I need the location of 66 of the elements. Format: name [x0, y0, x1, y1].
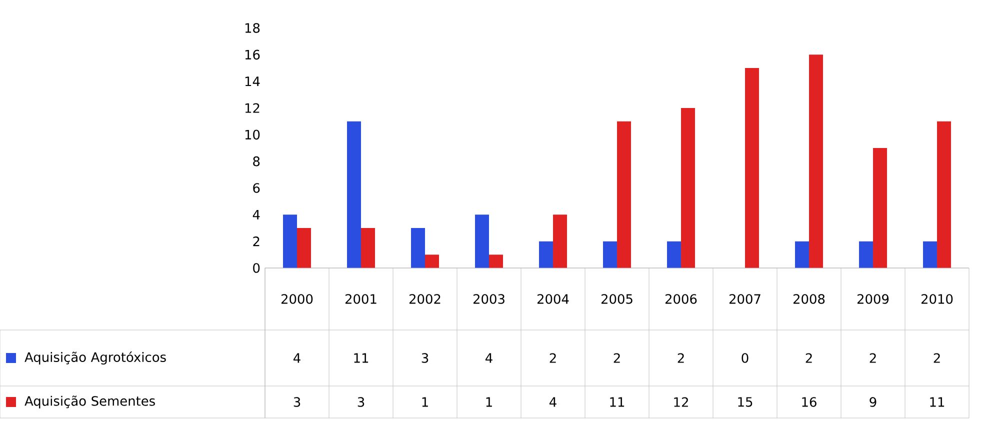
data-label: 16 [802, 397, 816, 407]
data-label: 12 [674, 397, 688, 407]
bar [859, 241, 874, 268]
bar [603, 241, 618, 268]
x-tick-label: 2006 [665, 294, 697, 304]
bar [617, 121, 632, 268]
bar [475, 214, 490, 268]
bar [667, 241, 682, 268]
bar [539, 241, 554, 268]
bar [923, 241, 938, 268]
x-tick-label: 2001 [345, 294, 376, 304]
y-tick-label: 14 [245, 76, 260, 86]
data-label: 2 [678, 353, 684, 363]
data-label: 15 [738, 397, 752, 407]
bar [297, 228, 312, 268]
data-label: 3 [294, 397, 300, 407]
data-label: 11 [610, 397, 624, 407]
bar [681, 108, 696, 268]
x-tick-label: 2009 [857, 294, 889, 304]
data-label: 4 [294, 353, 300, 363]
bar [489, 254, 504, 268]
y-tick-label: 2 [253, 236, 260, 246]
y-tick-label: 4 [252, 210, 260, 220]
x-tick-label: 2002 [409, 294, 440, 304]
data-label: 1 [422, 397, 428, 407]
data-label: 3 [422, 353, 428, 363]
x-tick-label: 2000 [281, 294, 313, 304]
data-label: 2 [934, 353, 940, 363]
bar [361, 228, 376, 268]
data-label: 3 [358, 397, 364, 407]
data-label: 2 [806, 353, 812, 363]
bar [809, 54, 824, 268]
bar [411, 228, 426, 268]
legend-label: Aquisição Sementes [24, 396, 155, 408]
data-label: 11 [930, 397, 944, 407]
x-tick-label: 2003 [473, 294, 504, 304]
x-tick-label: 2008 [793, 294, 825, 304]
data-label: 9 [870, 397, 876, 407]
bar [347, 121, 362, 268]
data-label: 2 [550, 353, 556, 363]
x-tick-label: 2007 [729, 294, 760, 304]
y-tick-label: 6 [253, 183, 260, 193]
y-tick-label: 0 [253, 263, 260, 273]
bar [795, 241, 810, 268]
bar [425, 254, 440, 268]
y-tick-label: 8 [253, 156, 260, 166]
data-label: 4 [550, 397, 556, 407]
y-tick-label: 16 [245, 50, 260, 60]
bar [937, 121, 952, 268]
bar [283, 214, 298, 268]
data-label: 0 [742, 353, 748, 363]
legend-label: Aquisição Agrotóxicos [24, 351, 166, 365]
data-label: 1 [486, 397, 492, 407]
y-tick-label: 12 [245, 103, 260, 113]
bar [873, 148, 888, 268]
x-tick-label: 2004 [537, 294, 569, 304]
data-label: 2 [870, 353, 876, 363]
bar [553, 214, 568, 268]
data-label: 2 [614, 353, 620, 363]
x-tick-label: 2005 [601, 294, 632, 304]
data-label: 4 [486, 353, 492, 363]
y-tick-label: 18 [245, 23, 260, 33]
y-tick-label: 10 [245, 130, 260, 140]
bar [745, 68, 760, 268]
x-tick-label: 2010 [921, 294, 953, 304]
data-label: 11 [354, 353, 368, 363]
